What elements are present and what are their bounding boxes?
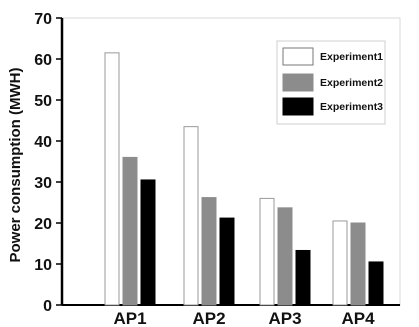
bar-experiment1-ap3 bbox=[259, 197, 275, 306]
bar-experiment3-ap2 bbox=[219, 217, 235, 306]
bar-experiment3-ap3 bbox=[295, 249, 311, 306]
bar-experiment2-ap1 bbox=[122, 156, 138, 306]
legend-label: Experiment2 bbox=[320, 77, 383, 89]
bar-experiment1-ap2 bbox=[183, 126, 199, 306]
y-tick-label: 40 bbox=[34, 134, 52, 151]
bar-experiment3-ap1 bbox=[140, 179, 156, 306]
y-tick-label: 10 bbox=[34, 257, 52, 274]
x-tick-label: AP4 bbox=[341, 309, 375, 327]
y-tick-label: 50 bbox=[34, 93, 52, 110]
y-tick-label: 20 bbox=[34, 216, 52, 233]
legend-label: Experiment3 bbox=[320, 101, 383, 113]
bar-experiment2-ap4 bbox=[350, 222, 366, 306]
legend: Experiment1 Experiment2 Experiment3 bbox=[276, 40, 386, 125]
y-tick-label: 60 bbox=[34, 52, 52, 69]
x-tick-label: AP3 bbox=[268, 309, 301, 327]
bar-experiment2-ap2 bbox=[201, 197, 217, 306]
y-tick-label: 70 bbox=[34, 11, 52, 28]
bar-experiment1-ap1 bbox=[104, 52, 120, 306]
bar-experiment3-ap4 bbox=[368, 261, 384, 306]
y-tick-label: 0 bbox=[43, 298, 52, 315]
bar-experiment1-ap4 bbox=[332, 220, 348, 306]
legend-label: Experiment1 bbox=[320, 51, 383, 63]
x-tick-label: AP1 bbox=[113, 309, 146, 327]
y-axis-label: Power consumption (MWH) bbox=[7, 68, 24, 263]
bar-experiment2-ap3 bbox=[277, 207, 293, 306]
x-tick-label: AP2 bbox=[192, 309, 225, 327]
y-tick-label: 30 bbox=[34, 175, 52, 192]
x-axis-ticks: AP1 AP2 AP3 AP4 bbox=[113, 309, 375, 327]
legend-swatch bbox=[282, 47, 314, 66]
legend-swatch bbox=[282, 73, 314, 92]
y-axis-ticks: 0 10 20 30 40 50 60 70 bbox=[34, 11, 62, 315]
bars bbox=[104, 52, 384, 306]
legend-swatch bbox=[282, 97, 314, 116]
